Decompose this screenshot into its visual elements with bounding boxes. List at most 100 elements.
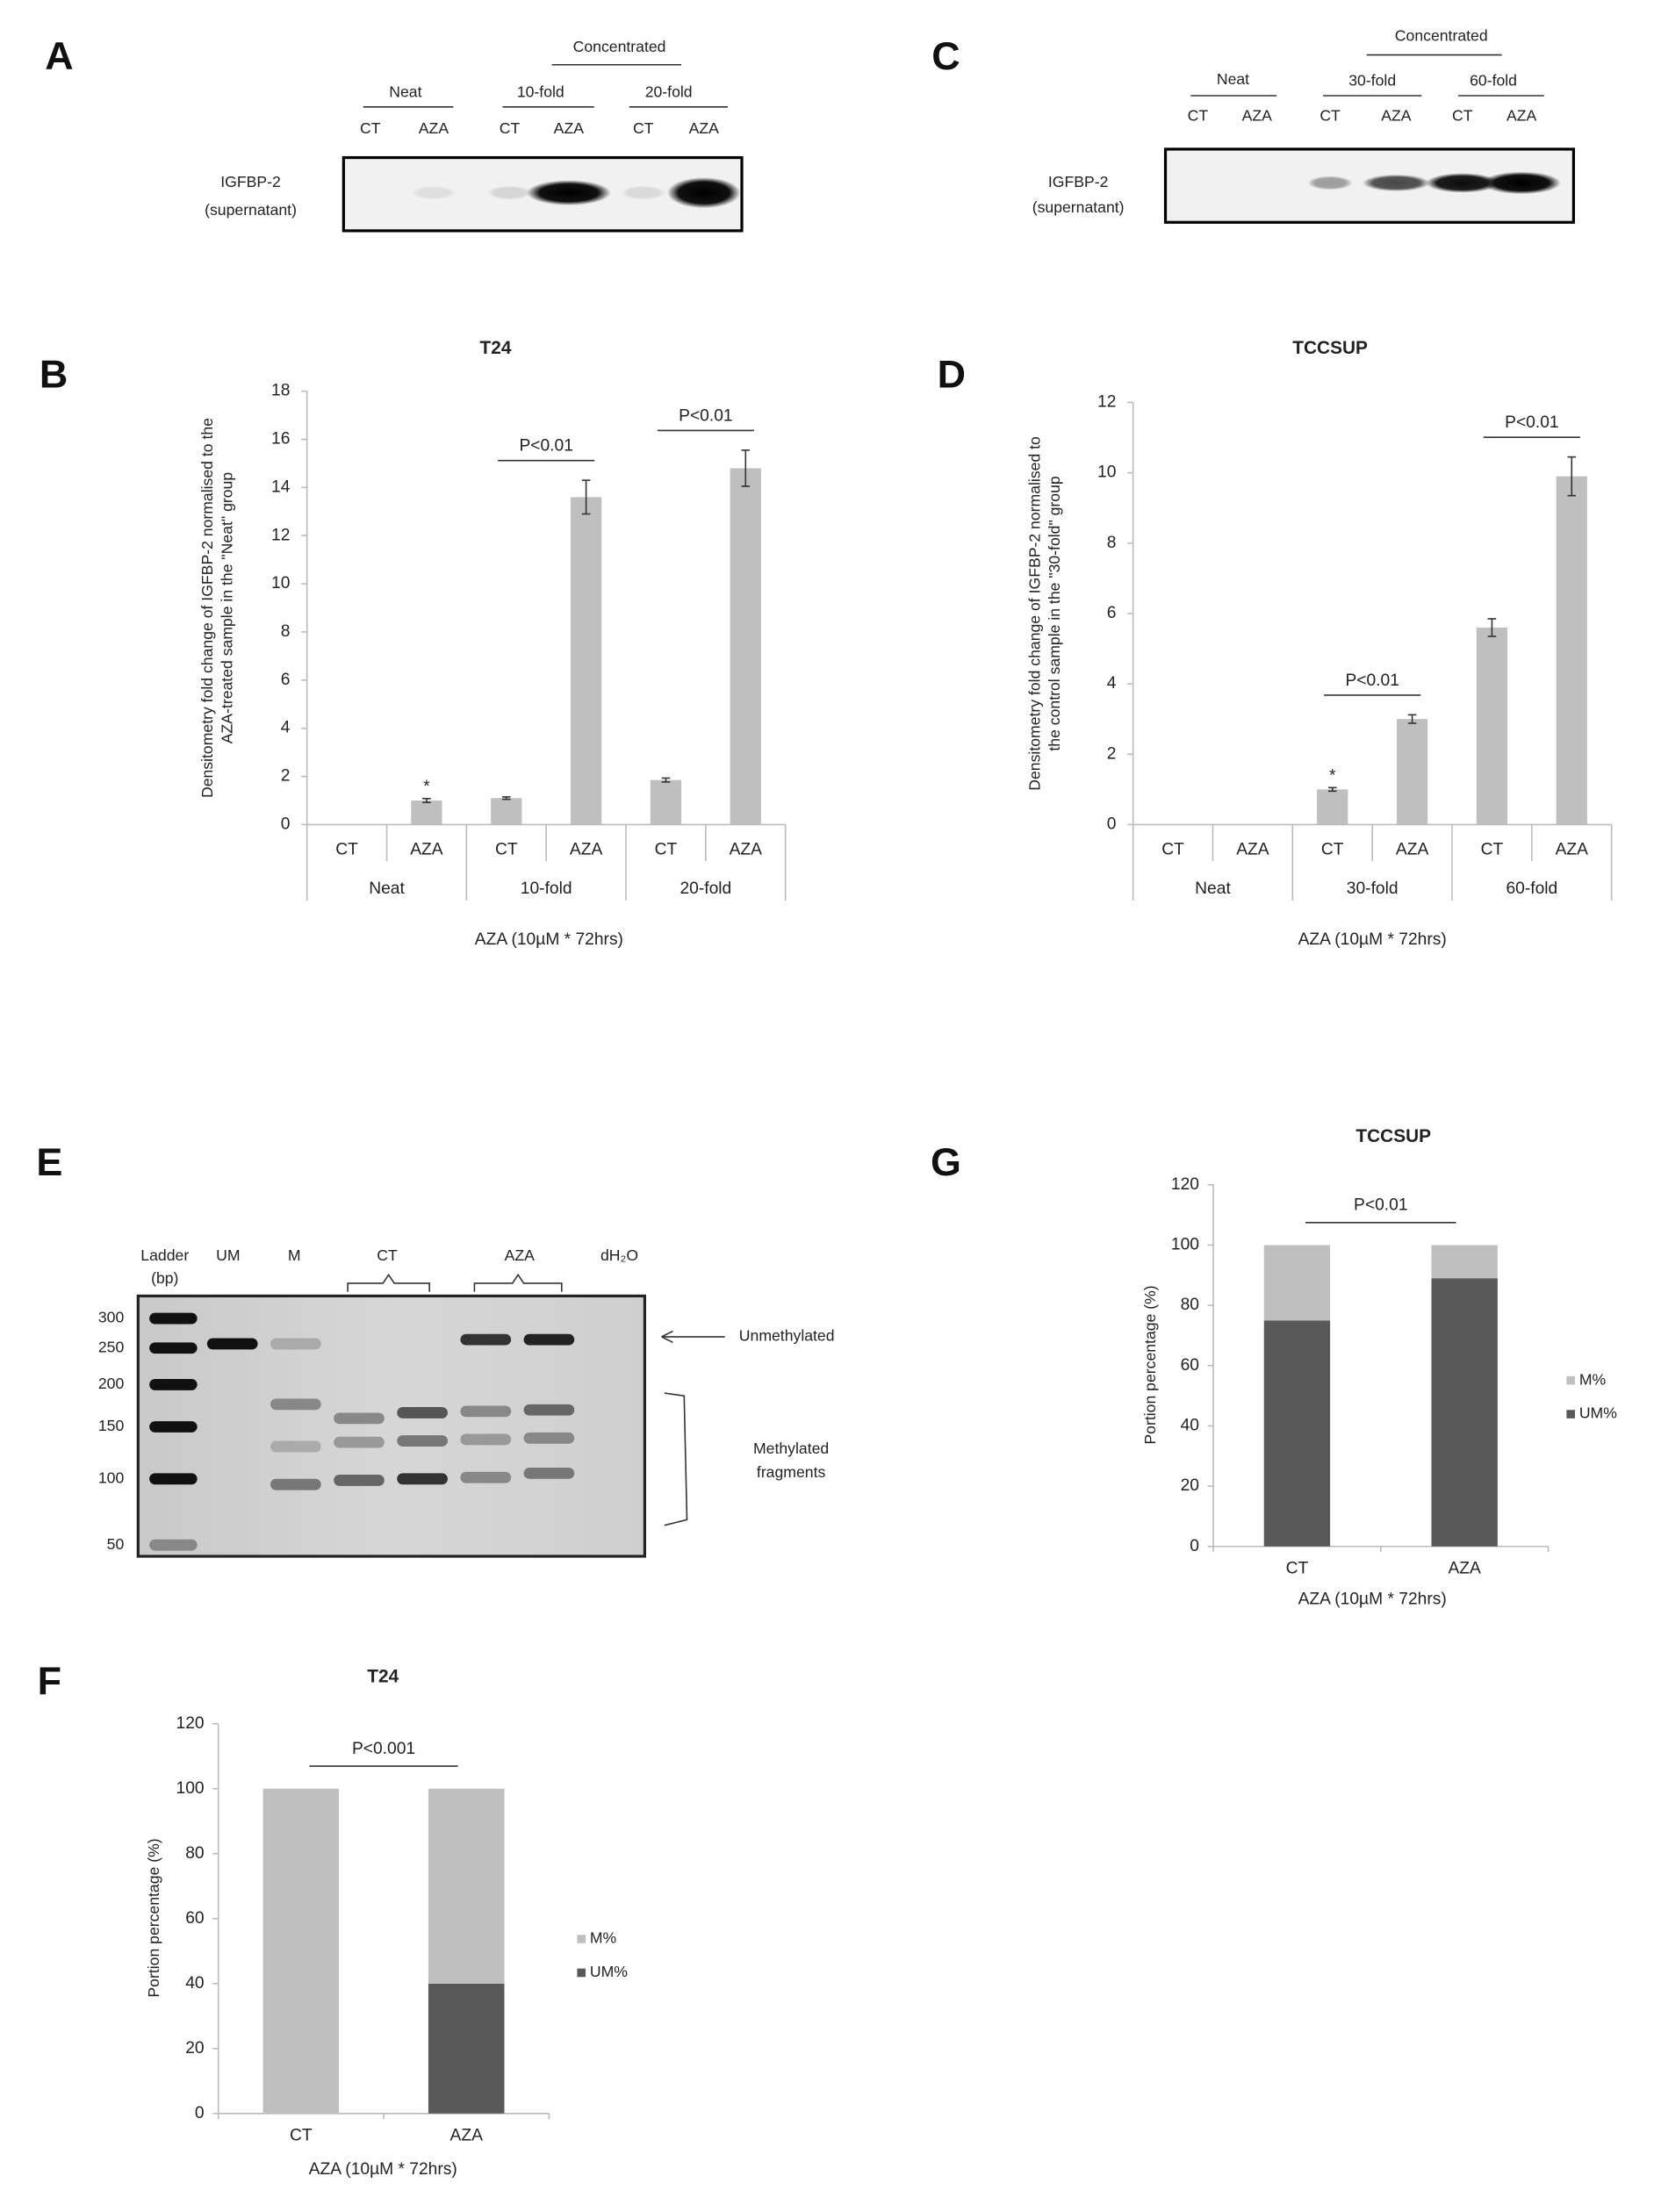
blot-lane: CT (500, 119, 521, 137)
bar (411, 800, 442, 825)
group-label: 10-fold (521, 880, 572, 898)
bar (650, 779, 682, 825)
blot-band (411, 185, 457, 200)
bar-segment (1263, 1320, 1331, 1547)
gel-brace (347, 1273, 430, 1292)
blot-band (1482, 171, 1561, 195)
chart-title: TCCSUP (1292, 338, 1368, 358)
y-tick-label: 100 (1171, 1236, 1199, 1254)
gel-band (523, 1333, 575, 1346)
x-axis-label: AZA (10µM * 72hrs) (475, 930, 623, 949)
blot-band (621, 185, 666, 200)
blot-row-label: IGFBP-2 (220, 173, 281, 190)
blot-band (1362, 174, 1430, 192)
blot-lane: CT (633, 119, 654, 137)
gel-band (334, 1436, 385, 1448)
y-tick-label: 120 (176, 1714, 205, 1733)
x-tick-label: CT (1481, 840, 1504, 858)
gel-lane-label: M (288, 1246, 301, 1264)
x-tick-label: AZA (1396, 840, 1429, 858)
blot-group: Neat (389, 83, 421, 100)
x-tick-label: CT (1321, 840, 1344, 858)
ladder-band (149, 1421, 198, 1433)
gel-band (397, 1473, 448, 1485)
x-tick-label: AZA (410, 840, 443, 858)
y-tick-label: 0 (281, 815, 291, 833)
chart-title: T24 (480, 338, 512, 358)
gel-band (397, 1407, 448, 1418)
x-tick-label: AZA (570, 840, 603, 858)
annotation: P<0.01 (1354, 1196, 1407, 1215)
annotation: P<0.001 (352, 1740, 415, 1758)
y-axis-label: AZA-treated sample in the "Neat" group (219, 472, 236, 744)
panel-label: F (38, 1659, 61, 1704)
x-tick-label: AZA (1448, 1559, 1481, 1577)
gel-lane-label: AZA (505, 1246, 536, 1264)
gel-band (460, 1405, 512, 1418)
gel-band (334, 1475, 385, 1486)
blot-lane: AZA (1242, 107, 1273, 125)
y-tick-label: 4 (281, 719, 291, 737)
y-tick-label: 8 (1107, 534, 1117, 552)
gel-band (334, 1412, 385, 1425)
y-axis-label: Densitometry fold change of IGFBP-2 norm… (198, 418, 216, 798)
gel-band (460, 1471, 512, 1483)
y-tick-label: 40 (185, 1974, 204, 1993)
gel-band (206, 1338, 258, 1350)
panel-label: B (40, 351, 68, 396)
panel-label: G (931, 1139, 961, 1184)
gel-size: 50 (107, 1535, 125, 1553)
y-tick-label: 120 (1171, 1175, 1199, 1194)
chart-title: TCCSUP (1355, 1126, 1431, 1146)
error-bar (1407, 714, 1417, 724)
y-tick-label: 40 (1181, 1417, 1199, 1435)
bar-segment (262, 1788, 340, 2114)
blot-lane: CT (360, 119, 381, 137)
y-tick-label: 10 (1097, 463, 1116, 482)
blot-row-label: (supernatant) (1032, 198, 1125, 216)
gel-band (270, 1338, 321, 1350)
group-label: Neat (1195, 880, 1231, 898)
gel-lane-label: dH₂O (600, 1246, 638, 1264)
gel-band (270, 1440, 321, 1453)
bar (730, 468, 761, 825)
blot-lane: CT (1188, 107, 1209, 125)
group-label: 60-fold (1506, 880, 1557, 898)
group-label: 20-fold (680, 880, 731, 898)
y-tick-label: 18 (271, 382, 290, 400)
x-tick-label: AZA (730, 840, 763, 858)
x-tick-label: AZA (450, 2127, 484, 2145)
gel-lane-label: Ladder (140, 1246, 189, 1264)
y-tick-label: 12 (1097, 393, 1116, 412)
gel-lane-label: CT (377, 1246, 398, 1264)
legend-swatch (1566, 1410, 1576, 1418)
x-tick-label: CT (495, 840, 518, 858)
blot-lane: AZA (419, 119, 449, 137)
legend-swatch (577, 1935, 586, 1943)
y-axis-label: the control sample in the "30-fold" grou… (1046, 476, 1063, 750)
gel-size: 250 (98, 1338, 125, 1355)
y-tick-label: 0 (195, 2104, 205, 2122)
blot-concentrated: Concentrated (1395, 26, 1488, 44)
annotation: P<0.01 (679, 406, 732, 425)
error-bar (1567, 456, 1577, 497)
blot-lane: AZA (689, 119, 720, 137)
y-axis-label: Densitometry fold change of IGFBP-2 norm… (1026, 436, 1044, 791)
bar-segment (1263, 1245, 1331, 1321)
gel-size: 100 (98, 1469, 125, 1486)
bar (1317, 789, 1348, 825)
y-tick-label: 4 (1107, 674, 1117, 693)
blot-band (486, 185, 533, 200)
y-tick-label: 20 (185, 2039, 204, 2058)
blot-lane: CT (1452, 107, 1473, 125)
legend-label: M% (1579, 1370, 1607, 1388)
y-tick-label: 60 (1181, 1356, 1199, 1375)
blot-concentrated: Concentrated (573, 38, 666, 55)
gel-size: 150 (98, 1417, 125, 1434)
error-bar (661, 777, 671, 783)
legend-label: M% (590, 1929, 617, 1947)
error-bar (581, 479, 591, 515)
gel-methylated: Methylated (753, 1440, 829, 1457)
